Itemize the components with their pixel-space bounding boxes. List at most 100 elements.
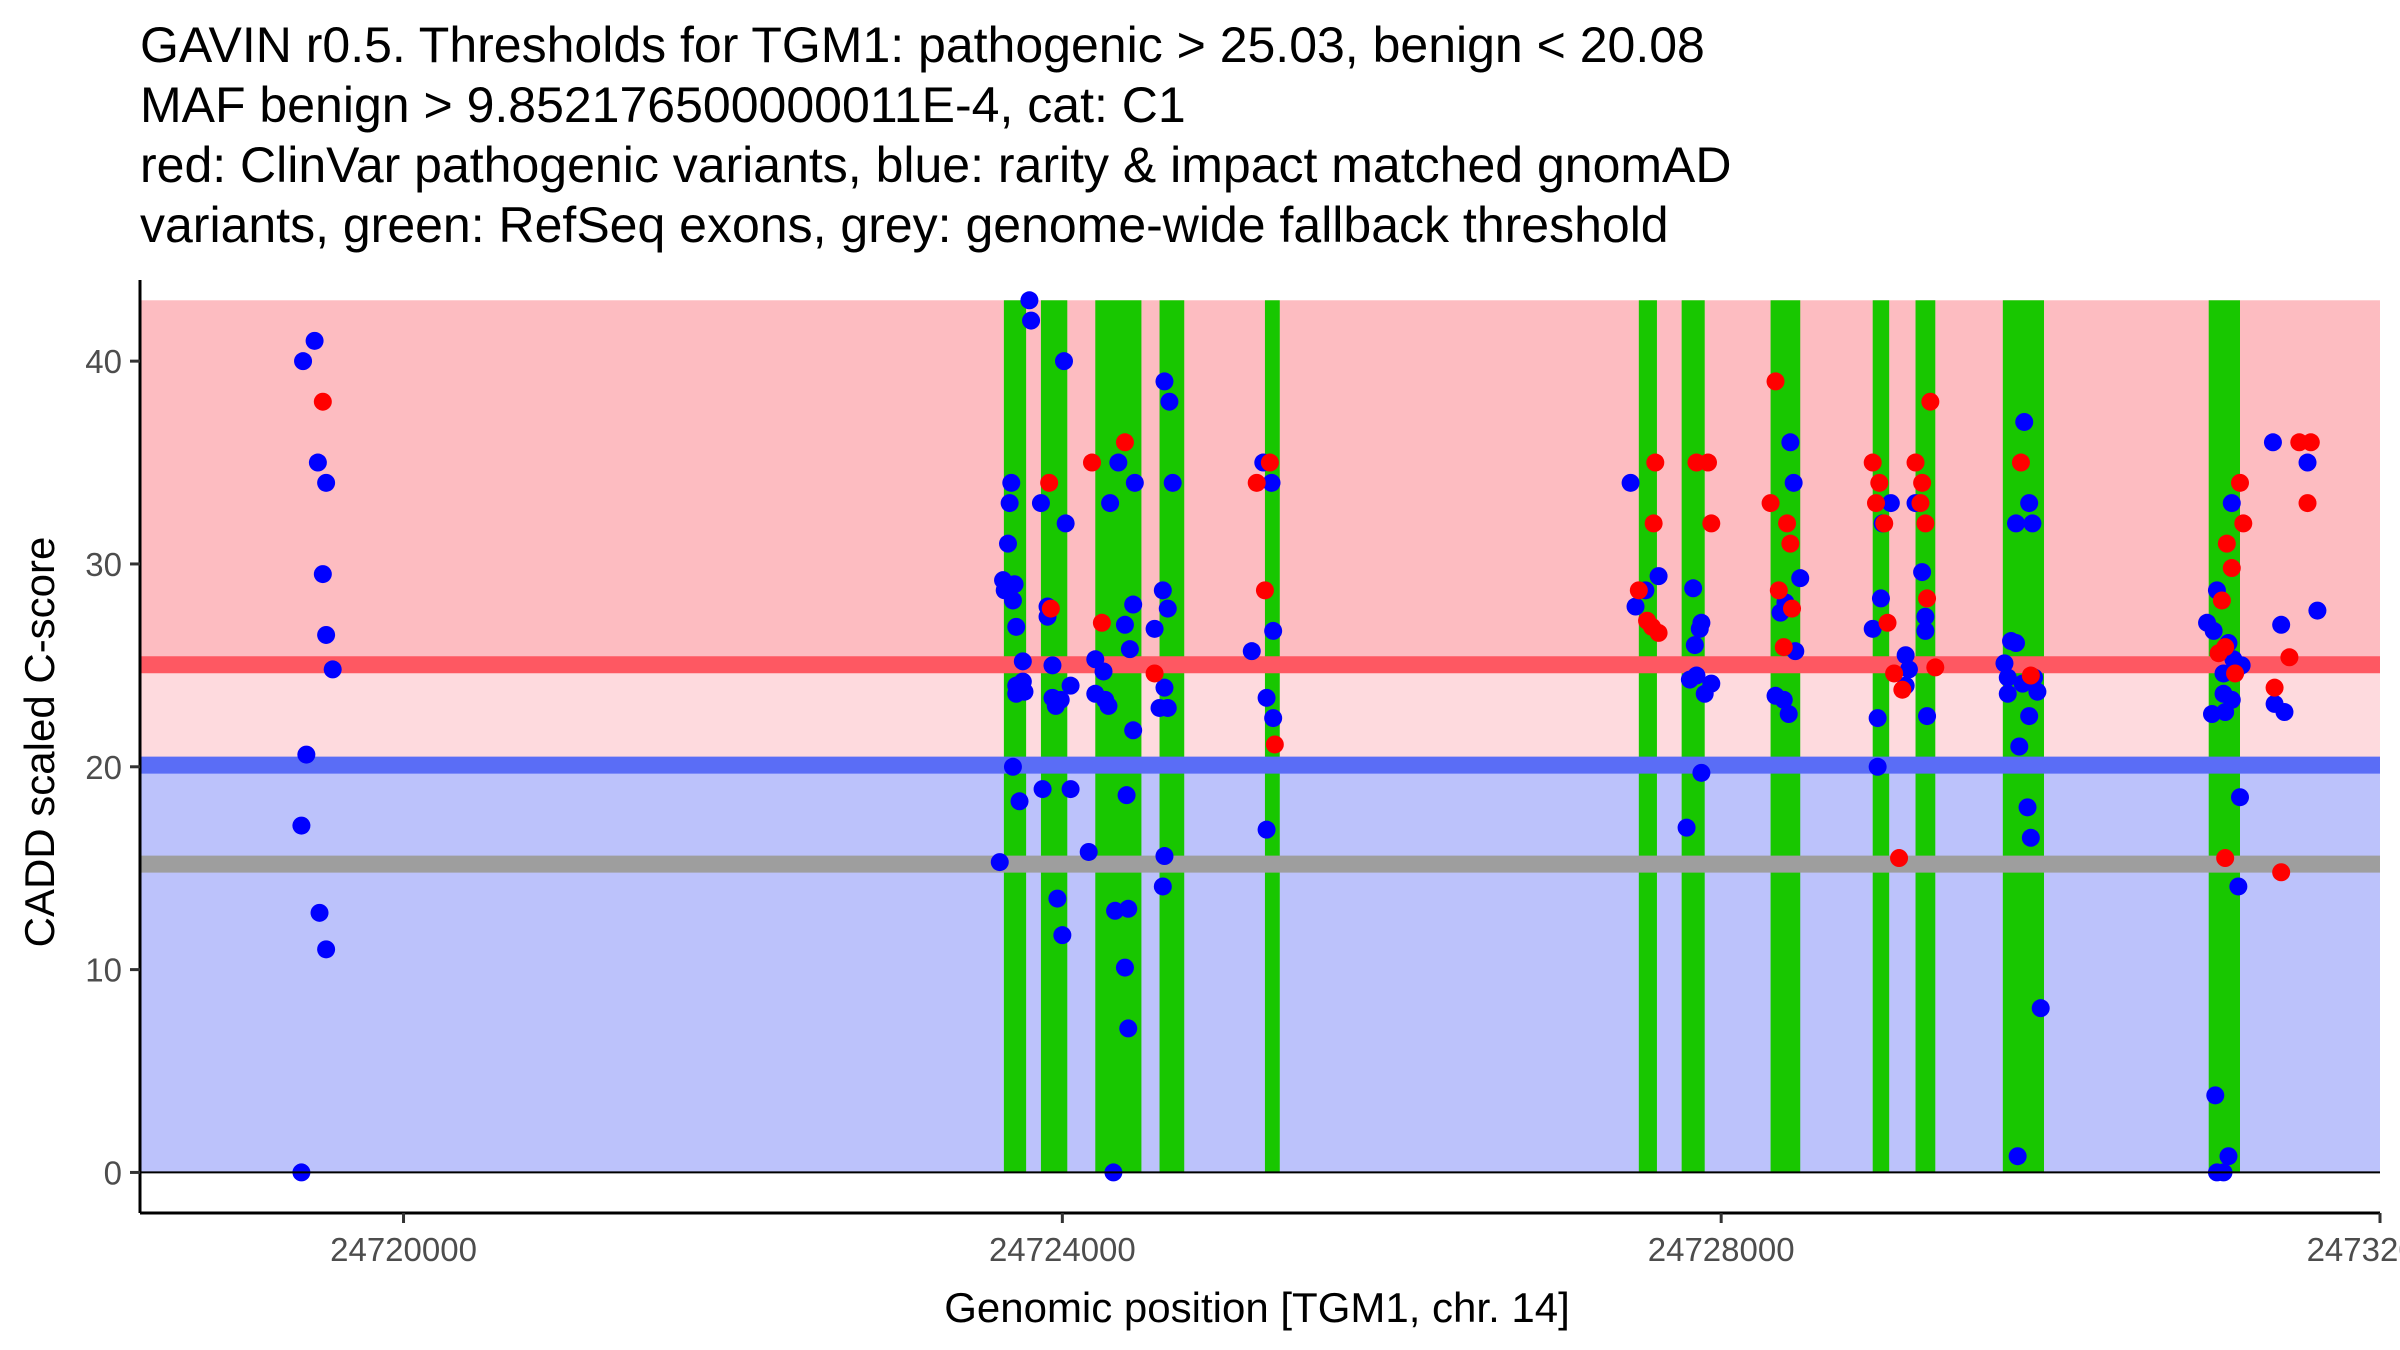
gnomad-point-41 <box>1033 780 1052 799</box>
exon-bar-9 <box>1872 300 1890 1173</box>
clinvar-point-23 <box>1769 581 1788 600</box>
gnomad-point-3 <box>308 453 327 472</box>
clinvar-point-15 <box>1649 623 1668 642</box>
gnomad-point-77 <box>1262 473 1281 492</box>
gnomad-point-26 <box>990 853 1009 872</box>
chart-title-line-1: GAVIN r0.5. Thresholds for TGM1: pathoge… <box>140 17 1705 73</box>
gnomad-point-118 <box>1918 707 1937 726</box>
gnomad-point-9 <box>292 816 311 835</box>
gnomad-point-44 <box>1053 926 1072 945</box>
gnomad-point-106 <box>1868 709 1887 728</box>
gnomad-point-85 <box>1649 567 1668 586</box>
gnomad-point-75 <box>1242 642 1261 661</box>
gnomad-point-57 <box>1117 786 1136 805</box>
gnomad-point-25 <box>1010 792 1029 811</box>
gnomad-point-59 <box>1119 899 1138 918</box>
clinvar-point-39 <box>1916 514 1935 533</box>
clinvar-point-53 <box>2216 849 2235 868</box>
y-axis-label: CADD scaled C-score <box>16 537 63 948</box>
gnomad-point-97 <box>1774 690 1793 709</box>
y-tick-label-20: 20 <box>85 749 122 786</box>
clinvar-point-29 <box>1867 494 1885 513</box>
gnomad-point-80 <box>1264 709 1283 728</box>
gnomad-point-19 <box>1003 591 1022 610</box>
gnomad-point-38 <box>1055 352 1073 371</box>
gnomad-point-83 <box>1626 597 1645 616</box>
gnomad-point-15 <box>1002 473 1021 492</box>
gnomad-point-120 <box>1998 668 2017 687</box>
gnomad-point-128 <box>2028 682 2047 701</box>
clinvar-point-8 <box>1247 473 1266 492</box>
gnomad-point-94 <box>1692 763 1711 782</box>
clinvar-point-26 <box>1781 534 1800 553</box>
gnomad-point-68 <box>1160 392 1179 411</box>
clinvar-point-9 <box>1255 581 1274 600</box>
gnomad-point-92 <box>1702 674 1721 693</box>
exon-bar-11 <box>2002 300 2044 1173</box>
exon-bar-10 <box>1915 300 1936 1173</box>
gnomad-point-8 <box>297 745 316 764</box>
gnomad-point-132 <box>2018 798 2037 817</box>
gnomad-point-67 <box>1153 581 1172 600</box>
clinvar-point-44 <box>2021 666 2040 685</box>
gnomad-point-56 <box>1124 721 1143 740</box>
data-points <box>292 291 2327 1182</box>
gnomad-point-105 <box>1863 619 1882 638</box>
gnomad-point-52 <box>1115 615 1134 634</box>
clinvar-point-54 <box>2265 678 2284 697</box>
clinvar-point-22 <box>1761 494 1780 513</box>
gnomad-point-54 <box>1124 595 1143 614</box>
exon-bar-8 <box>1770 300 1801 1173</box>
gnomad-point-21 <box>1013 652 1032 671</box>
gnomad-point-34 <box>1043 656 1062 675</box>
clinvar-point-7 <box>1145 664 1164 683</box>
gnomad-point-111 <box>1896 646 1915 665</box>
gnomad-point-122 <box>2007 634 2025 653</box>
x-tick-label-24720000: 24720000 <box>330 1231 477 1268</box>
gnomad-point-130 <box>2020 707 2039 726</box>
gnomad-point-131 <box>2010 737 2029 756</box>
gnomad-point-161 <box>2308 601 2327 620</box>
gnomad-point-153 <box>2219 1147 2238 1166</box>
gnomad-point-64 <box>1145 619 1164 638</box>
clinvar-point-21 <box>1766 372 1785 391</box>
gnomad-point-116 <box>1916 607 1935 626</box>
clinvar-point-46 <box>2212 591 2231 610</box>
gnomad-point-46 <box>1094 662 1113 681</box>
clinvar-point-58 <box>2298 494 2317 513</box>
clinvar-point-50 <box>2226 664 2245 683</box>
exon-bar-4 <box>1159 300 1185 1173</box>
gnomad-point-152 <box>2206 1086 2225 1105</box>
exon-bar-12 <box>2208 300 2240 1173</box>
clinvar-point-55 <box>2272 863 2291 882</box>
clinvar-point-51 <box>2231 473 2249 492</box>
gnomad-point-74 <box>1153 877 1172 896</box>
clinvar-point-41 <box>1921 392 1940 411</box>
clinvar-point-4 <box>1083 453 1101 472</box>
gnomad-point-50 <box>1101 494 1120 513</box>
gnomad-point-81 <box>1257 820 1276 839</box>
gnomad-point-98 <box>1781 433 1800 452</box>
clinvar-point-2 <box>1040 473 1059 492</box>
y-tick-label-0: 0 <box>104 1154 122 1191</box>
gnomad-point-160 <box>2298 453 2317 472</box>
gnomad-point-99 <box>1784 473 1803 492</box>
gnomad-point-1 <box>294 352 313 371</box>
gnomad-point-60 <box>1115 958 1134 977</box>
clinvar-point-34 <box>1890 849 1909 868</box>
clinvar-point-49 <box>2216 638 2235 657</box>
gnomad-point-61 <box>1119 1019 1138 1038</box>
gnomad-point-62 <box>1079 842 1098 861</box>
clinvar-point-28 <box>1863 453 1882 472</box>
y-tick-label-30: 30 <box>85 546 122 583</box>
gnomad-point-119 <box>1995 654 2014 673</box>
gnomad-point-88 <box>1685 636 1704 655</box>
gnomad-point-151 <box>2216 703 2235 722</box>
clinvar-point-31 <box>1875 514 1894 533</box>
gnomad-point-87 <box>1684 579 1703 598</box>
gnomad-point-48 <box>1099 696 1118 715</box>
gnomad-point-40 <box>1061 676 1080 695</box>
gnomad-point-30 <box>1022 311 1041 330</box>
clinvar-point-48 <box>2222 559 2241 578</box>
clinvar-point-42 <box>1926 658 1945 677</box>
